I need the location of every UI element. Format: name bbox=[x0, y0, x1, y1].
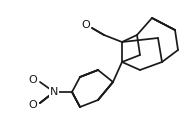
Text: O: O bbox=[82, 20, 90, 30]
Text: N: N bbox=[50, 87, 58, 97]
Text: O: O bbox=[29, 75, 37, 85]
Text: O: O bbox=[29, 100, 37, 110]
